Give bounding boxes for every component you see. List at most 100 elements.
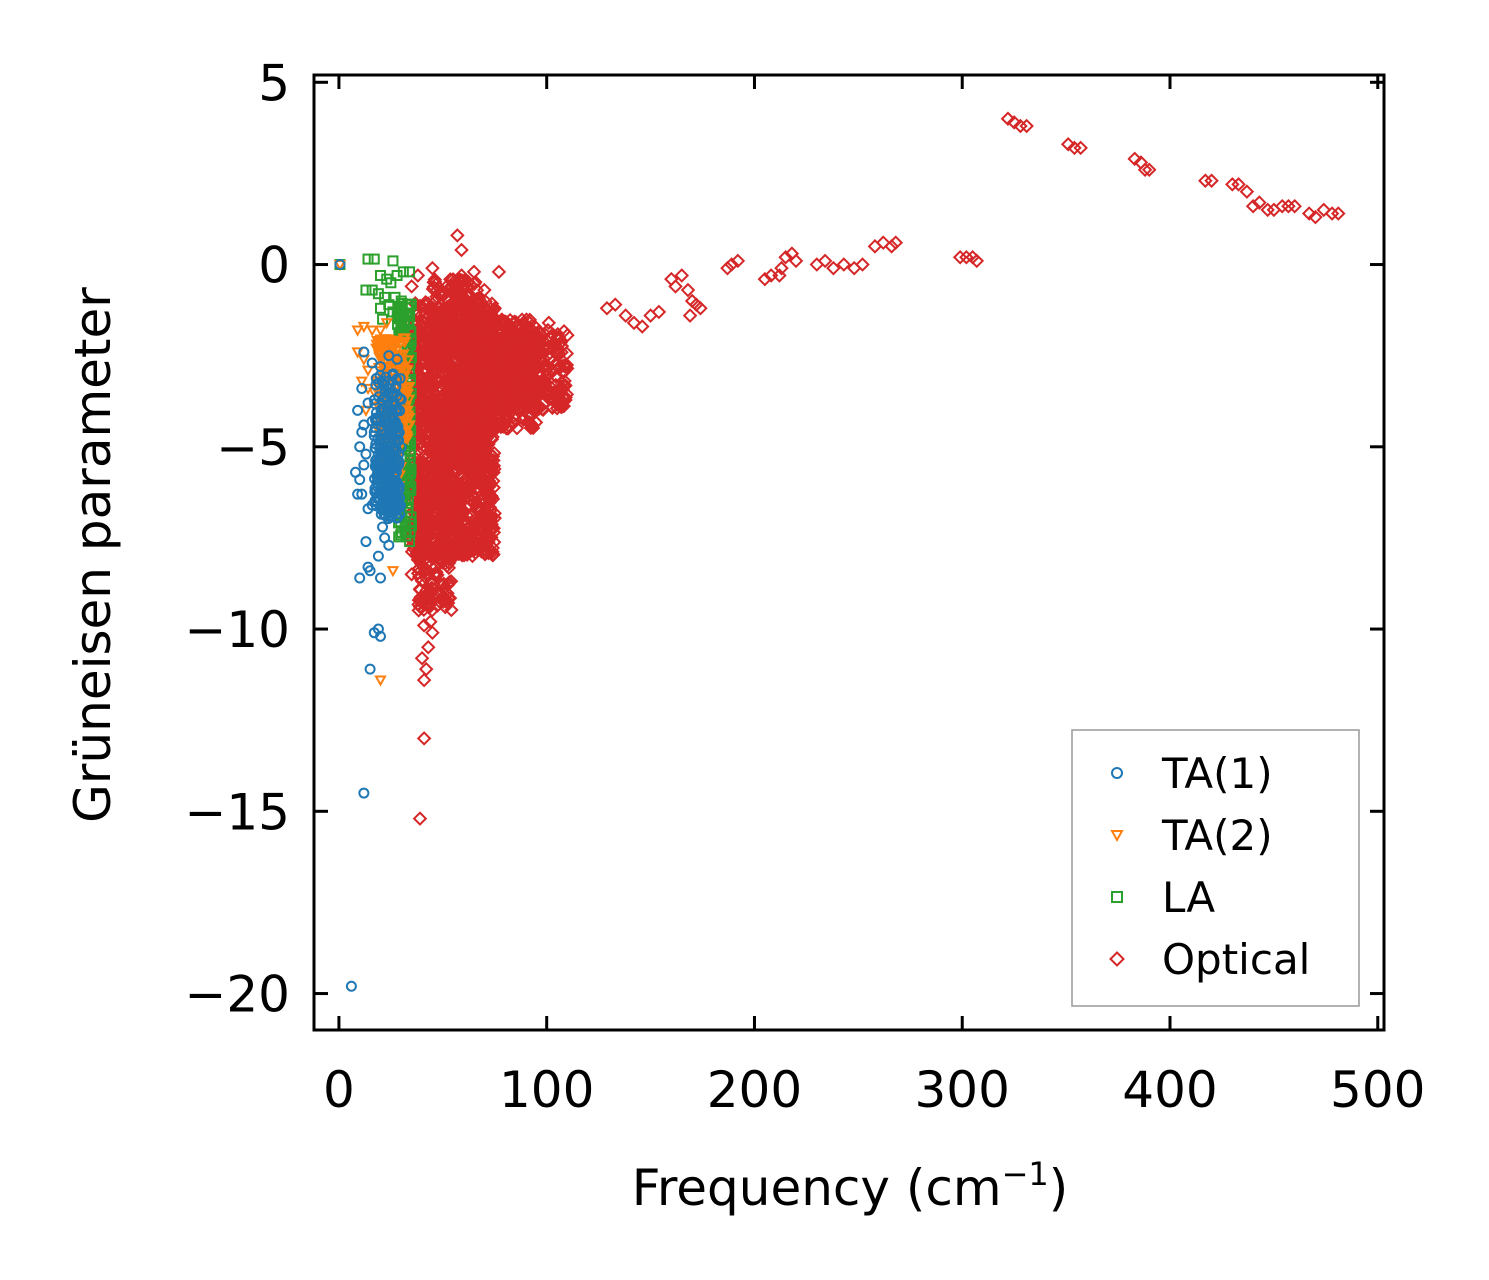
x-axis-label-end: ) [1049,1159,1069,1217]
data-point [476,478,492,494]
data-point [1141,162,1157,178]
legend-label: LA [1162,873,1215,922]
data-point [388,468,400,480]
data-point [472,474,488,489]
data-point [383,539,395,551]
data-point [421,640,436,655]
data-point [440,356,455,371]
data-point [412,492,427,507]
data-point [403,420,416,432]
data-point [413,312,429,328]
data-point [1274,198,1290,214]
data-point [461,392,476,407]
data-point [788,253,804,269]
data-point [374,361,386,373]
data-point [1019,118,1034,134]
data-point [485,473,501,489]
data-point [607,297,623,312]
data-point [376,340,389,352]
data-point [425,625,440,640]
data-point [362,503,374,515]
data-point [969,253,985,269]
data-point [420,567,436,582]
data-point [537,358,552,373]
data-point [404,567,419,582]
data-point [469,515,484,531]
data-point [399,388,413,400]
data-point [480,525,496,541]
data-point [463,493,478,508]
data-point [369,398,381,410]
legend-marker [1110,830,1124,843]
legend-label: TA(1) [1161,749,1273,798]
data-point [487,461,502,477]
data-point [439,558,455,574]
data-point [555,381,570,396]
data-point [389,493,401,505]
data-point [523,397,538,413]
data-point [689,297,704,312]
data-point [556,388,572,404]
legend-marker [1111,891,1123,903]
y-tick-label: −10 [184,601,290,659]
legend-box [1071,729,1360,1007]
data-point [436,518,451,533]
data-point [530,378,545,394]
data-point [1239,184,1255,199]
data-point [453,412,469,428]
x-axis-label-superscript: −1 [1002,1155,1049,1193]
data-point [1006,115,1022,130]
data-point [429,364,444,380]
data-point [475,311,491,326]
data-point [443,300,459,315]
data-point [618,308,633,323]
data-point [425,378,441,393]
data-point [1281,198,1296,214]
data-point [952,249,968,265]
data-point [724,257,739,272]
data-point [442,491,458,506]
data-point [441,421,456,437]
data-point [680,282,696,298]
data-point [503,364,519,379]
data-point [457,544,472,560]
data-point [424,573,439,588]
data-point [390,429,402,441]
data-point [474,375,489,391]
data-point [501,333,516,348]
data-point [502,337,517,352]
data-point [437,351,453,367]
data-point [436,589,452,605]
data-point [379,375,391,387]
data-point [388,488,400,500]
data-point [500,379,516,395]
data-point [507,345,522,360]
data-point [395,393,407,405]
data-point [1231,177,1246,192]
data-point [494,312,510,327]
data-point [456,475,471,491]
data-point [512,395,527,411]
data-point [449,500,464,516]
data-point [370,343,383,355]
data-point [389,489,401,501]
data-point [720,260,735,276]
data-point [377,521,389,533]
data-point [427,311,443,327]
y-tick-label: −15 [184,783,290,841]
data-point [488,385,503,401]
data-point [416,672,432,688]
data-point [454,268,469,283]
data-point [556,323,572,339]
data-point [379,392,391,404]
data-point [531,348,546,364]
plot-points [333,111,1346,992]
data-point [774,260,789,276]
data-point [464,368,480,384]
data-point [385,277,397,289]
data-point [498,397,513,413]
data-point [386,342,399,354]
data-point [1308,209,1323,225]
data-point [454,296,469,311]
data-point [384,505,396,517]
